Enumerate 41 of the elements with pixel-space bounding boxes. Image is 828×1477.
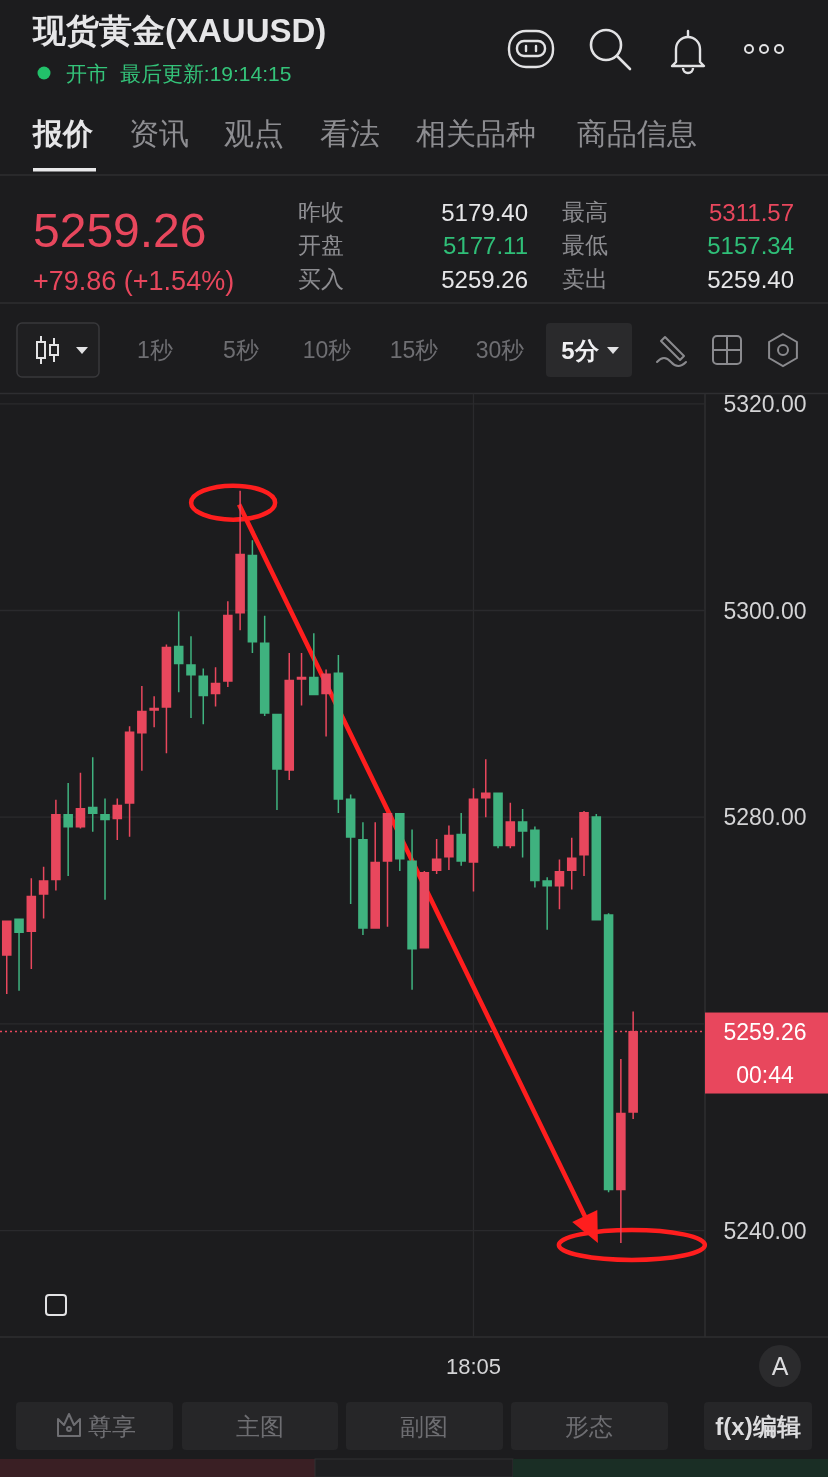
text: 形态 xyxy=(565,1412,613,1440)
chart-title: 现货黄金(XAUUSD) xyxy=(32,11,327,49)
text: 5259.40 xyxy=(707,265,794,293)
text: 5分 xyxy=(561,336,600,364)
text: 5259.26 xyxy=(33,203,207,257)
text: 1秒 xyxy=(137,337,173,363)
chart-subtitle: 开市 最后更新:19:14:15 xyxy=(66,61,292,85)
y-tick-label: 5300.00 xyxy=(723,597,807,624)
text: f(x)编辑 xyxy=(715,1412,801,1440)
x-tick-label: 18:05 xyxy=(445,1353,502,1379)
text: 15秒 xyxy=(389,337,439,363)
text: 30秒 xyxy=(475,337,525,363)
text: 尊享 xyxy=(88,1412,136,1440)
text: 观点 xyxy=(224,116,284,150)
text: 5秒 xyxy=(223,337,259,363)
text: 5259.26 xyxy=(441,265,528,293)
text: 5177.11 xyxy=(443,231,528,259)
text: 相关品种 xyxy=(416,116,536,150)
text: 卖出 xyxy=(562,266,608,292)
text: 5157.34 xyxy=(707,231,794,259)
text: 最低 xyxy=(562,232,608,258)
text: 买入 xyxy=(298,266,344,292)
text: 主图 xyxy=(236,1412,284,1440)
y-tick-label: 5240.00 xyxy=(723,1217,807,1244)
text: 副图 xyxy=(400,1412,448,1440)
text: 看法 xyxy=(320,116,380,150)
y-tick-label: 5280.00 xyxy=(723,804,807,831)
text: 开盘 xyxy=(298,232,344,258)
text: 最高 xyxy=(562,199,608,225)
ref-line-label: 5259.26 xyxy=(723,1018,807,1045)
y-tick-label: 5320.00 xyxy=(723,390,807,417)
text: 5311.57 xyxy=(709,198,794,226)
text: 资讯 xyxy=(129,116,189,150)
text: 5179.40 xyxy=(441,198,528,226)
text: 00:44 xyxy=(736,1061,794,1088)
text: 10秒 xyxy=(302,337,352,363)
text: +79.86 (+1.54%) xyxy=(33,266,235,296)
text: 商品信息 xyxy=(577,116,697,150)
text: A xyxy=(771,1352,789,1380)
text: 昨收 xyxy=(298,199,344,225)
text: 报价 xyxy=(32,116,94,150)
